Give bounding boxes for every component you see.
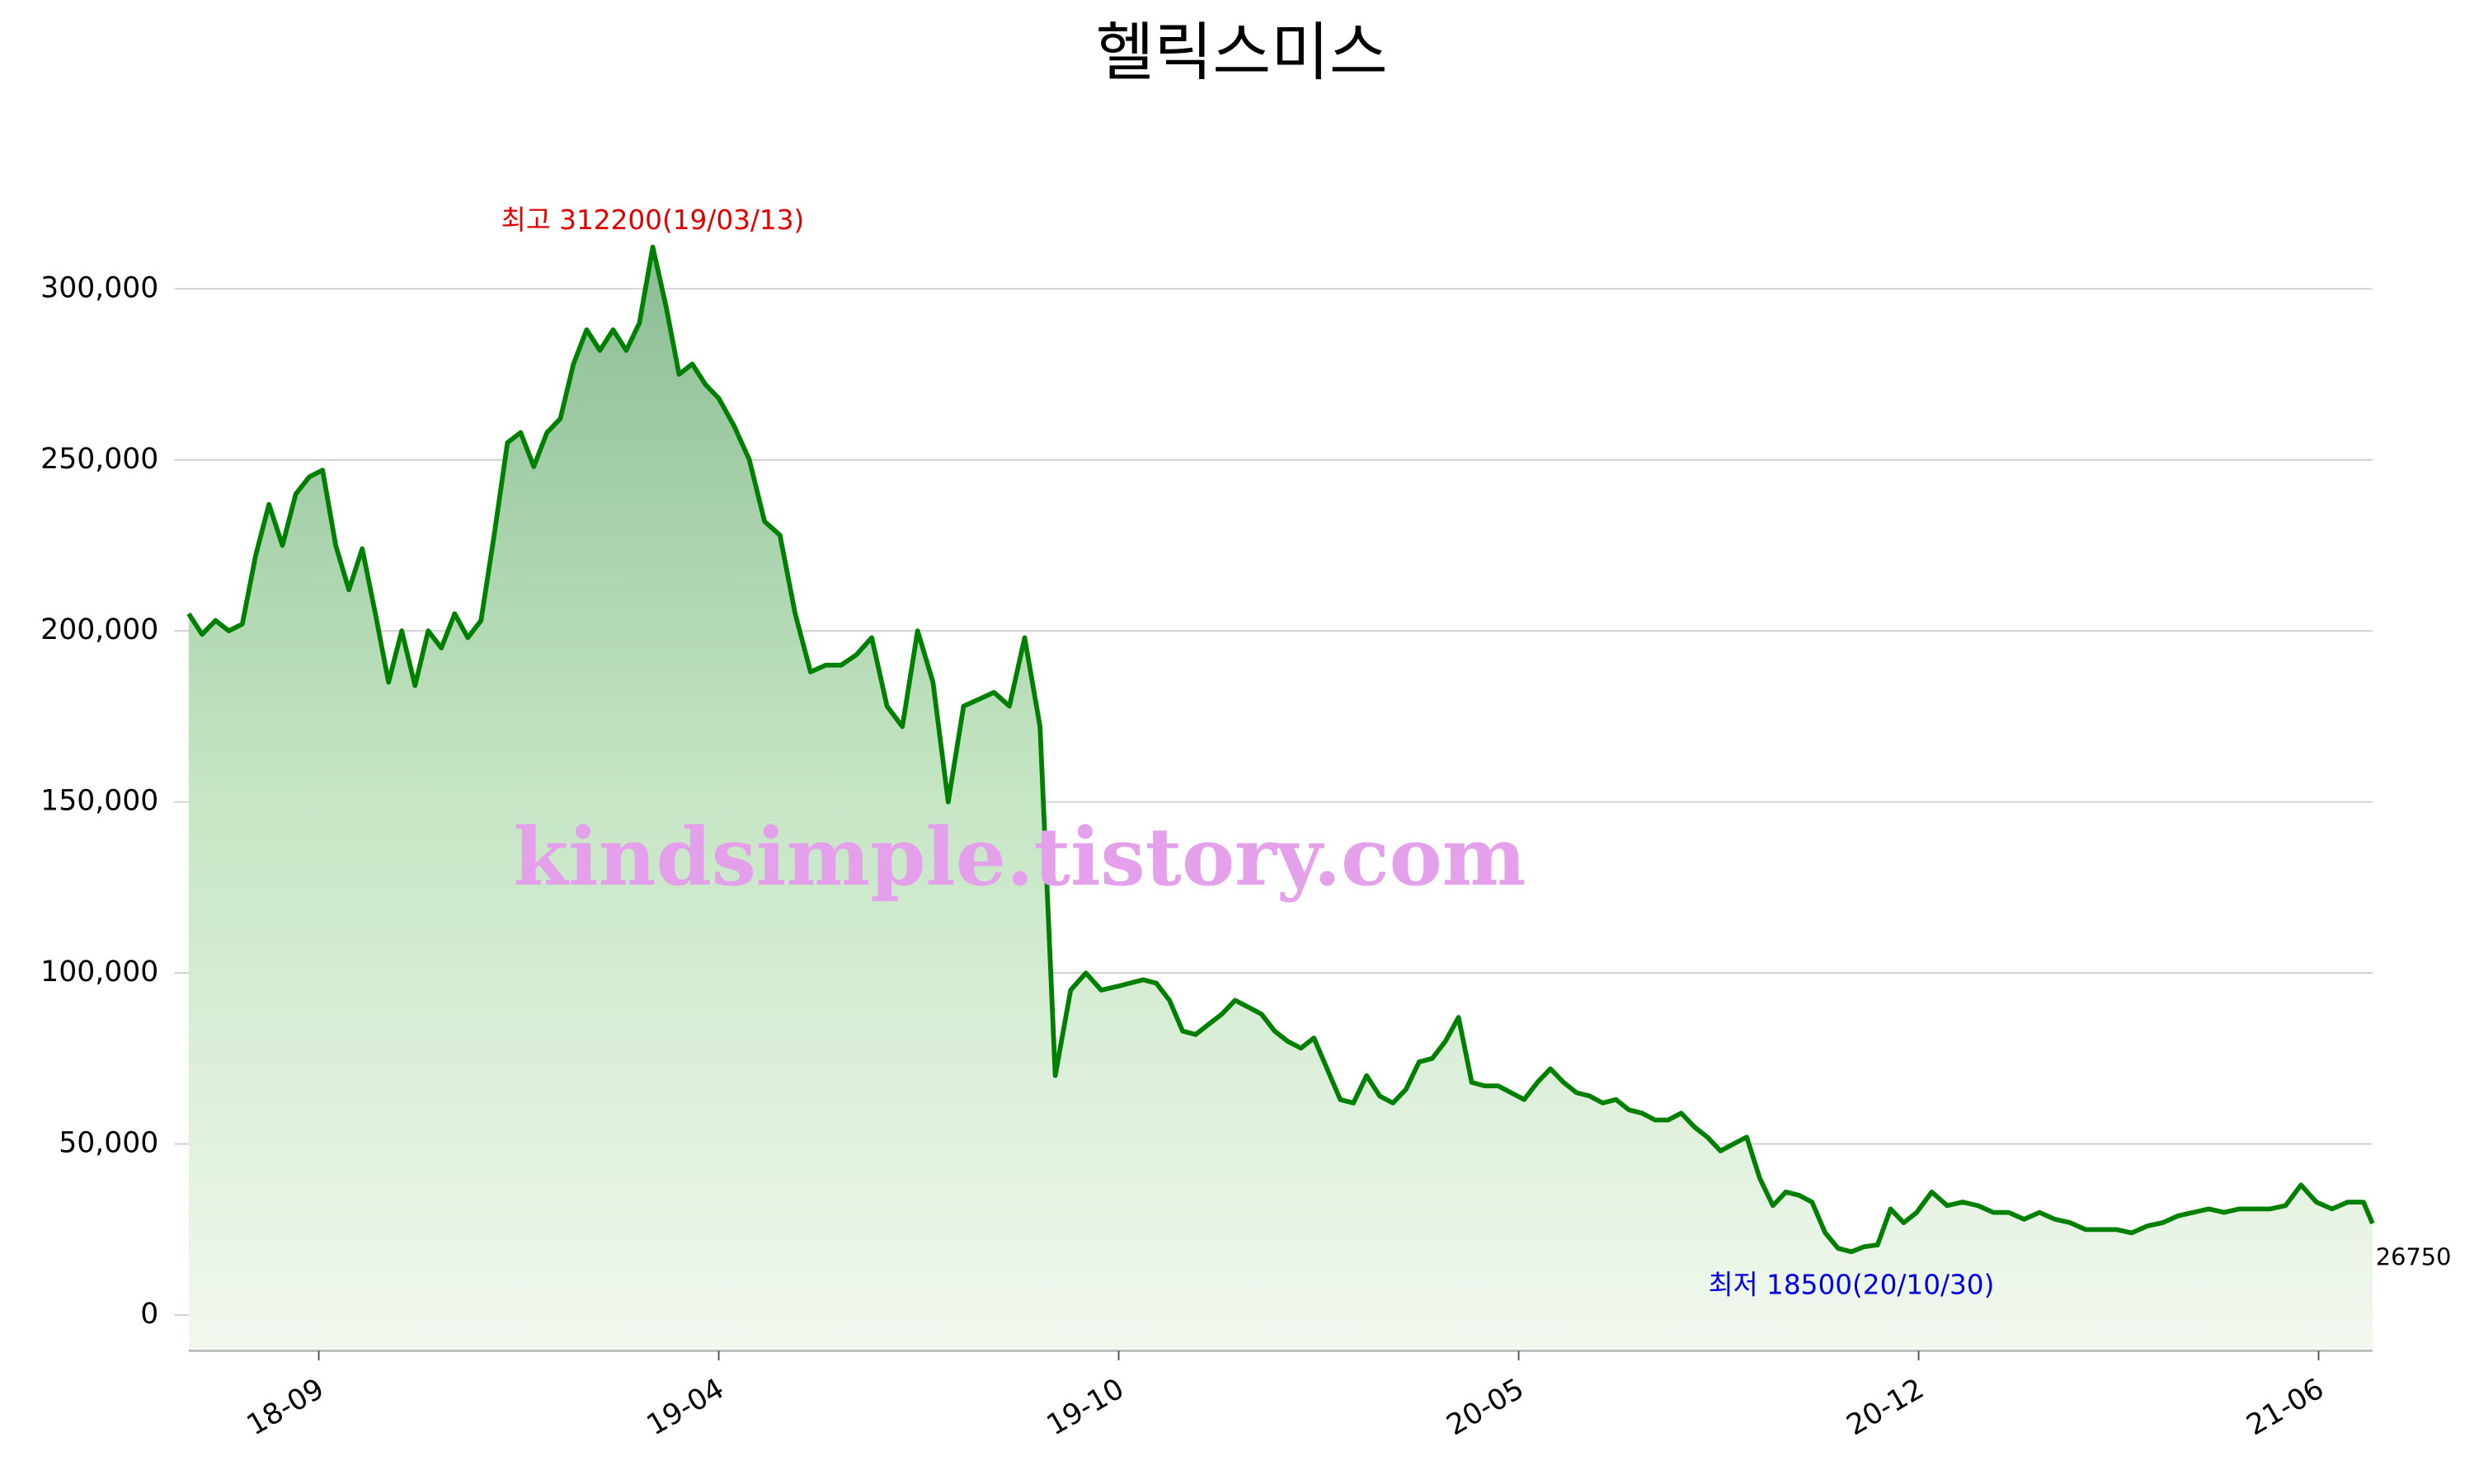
max-annotation: 최고 312200(19/03/13): [501, 204, 805, 236]
x-tick-label: 21-06: [2241, 1373, 2330, 1443]
watermark: kindsimple.tistory.com: [514, 810, 1526, 904]
x-tick-label: 18-09: [242, 1373, 330, 1443]
chart-title: 헬릭스미스: [1096, 16, 1388, 90]
y-tick-label: 300,000: [40, 271, 158, 304]
min-annotation: 최저 18500(20/10/30): [1709, 1270, 1995, 1301]
x-tick-label: 20-05: [1442, 1373, 1530, 1443]
x-tick-label: 19-10: [1042, 1373, 1130, 1443]
y-tick-label: 0: [140, 1298, 158, 1331]
y-tick-label: 150,000: [40, 785, 158, 818]
y-tick-label: 250,000: [40, 443, 158, 476]
y-tick-label: 100,000: [40, 956, 158, 989]
price-line: [186, 244, 2375, 1255]
x-tick-label: 20-12: [1841, 1373, 1930, 1443]
y-tick-label: 50,000: [59, 1127, 158, 1160]
x-tick-label: 19-04: [642, 1373, 730, 1443]
area-fill: [188, 247, 2373, 1350]
y-tick-label: 200,000: [40, 613, 158, 646]
last-value-label: 26750: [2376, 1242, 2452, 1270]
